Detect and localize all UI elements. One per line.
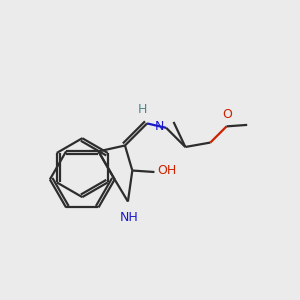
Text: H: H [138, 103, 147, 116]
Text: N: N [154, 120, 164, 133]
Text: OH: OH [158, 164, 177, 177]
Text: O: O [223, 108, 232, 121]
Text: NH: NH [120, 211, 139, 224]
